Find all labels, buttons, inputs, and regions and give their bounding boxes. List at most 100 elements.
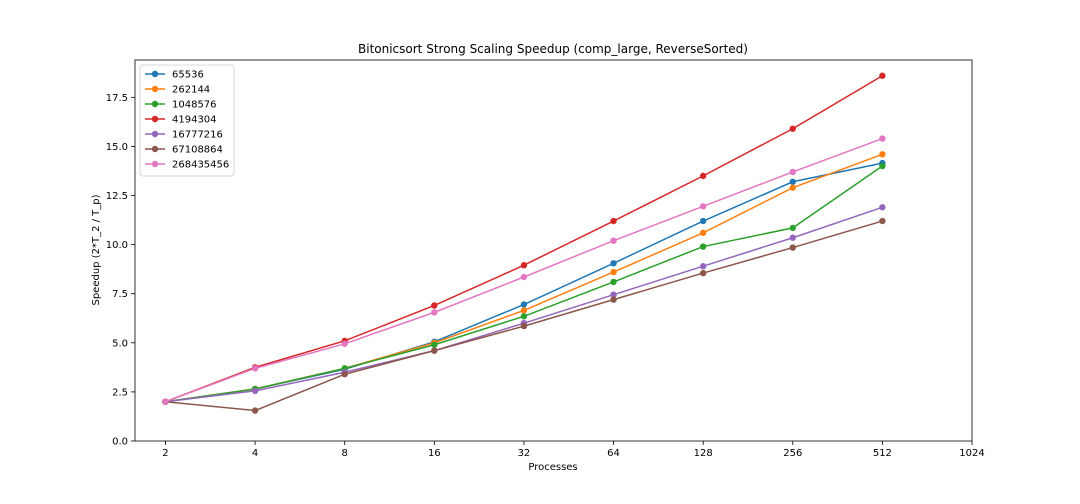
legend-label: 16777216 bbox=[172, 130, 223, 141]
data-point bbox=[610, 237, 617, 244]
x-tick-label: 4 bbox=[252, 448, 258, 459]
chart-title: Bitonicsort Strong Scaling Speedup (comp… bbox=[358, 42, 748, 56]
series-1048576 bbox=[162, 162, 886, 405]
data-point bbox=[789, 184, 796, 191]
x-tick-label: 16 bbox=[428, 448, 441, 459]
legend-item: 16777216 bbox=[145, 130, 223, 141]
data-point bbox=[879, 217, 886, 225]
legend-item: 67108864 bbox=[145, 145, 223, 156]
legend-marker bbox=[151, 70, 159, 78]
data-point bbox=[699, 217, 707, 225]
x-tick-label: 1024 bbox=[959, 448, 984, 459]
series-268435456 bbox=[162, 135, 886, 405]
data-point bbox=[699, 269, 707, 277]
data-point bbox=[610, 260, 617, 267]
legend-item: 4194304 bbox=[145, 115, 217, 126]
series-line bbox=[165, 165, 883, 403]
y-tick-label: 12.5 bbox=[106, 191, 128, 202]
series-line bbox=[165, 75, 883, 403]
legend-label: 67108864 bbox=[172, 145, 223, 156]
data-point bbox=[520, 313, 528, 320]
series-67108864 bbox=[162, 217, 886, 414]
y-tick-label: 2.5 bbox=[112, 387, 128, 398]
data-point bbox=[879, 204, 886, 211]
plot-frame bbox=[134, 59, 973, 442]
data-point bbox=[699, 263, 707, 270]
data-point bbox=[520, 322, 528, 330]
data-point bbox=[431, 302, 438, 309]
data-point bbox=[789, 125, 796, 132]
data-point bbox=[251, 365, 259, 372]
legend-marker bbox=[151, 145, 159, 153]
data-point bbox=[610, 296, 617, 303]
data-point bbox=[699, 203, 707, 210]
data-point bbox=[789, 224, 796, 232]
data-point bbox=[610, 278, 617, 286]
legend-item: 1048576 bbox=[145, 100, 217, 111]
x-tick-label: 8 bbox=[342, 448, 348, 459]
x-tick-label: 32 bbox=[518, 448, 531, 459]
data-point bbox=[431, 347, 438, 354]
y-tick-label: 17.5 bbox=[106, 93, 128, 104]
data-point bbox=[520, 307, 528, 314]
legend-label: 65536 bbox=[172, 70, 204, 81]
data-point bbox=[251, 407, 259, 414]
data-point bbox=[520, 262, 528, 269]
data-point bbox=[879, 72, 886, 79]
data-point bbox=[699, 229, 707, 237]
y-axis: 0.0 2.5 5.0 7.5 10.0 12.5 15.0 17.5 bbox=[106, 93, 135, 448]
data-point bbox=[431, 341, 438, 348]
legend-label: 1048576 bbox=[172, 100, 217, 111]
legend-item: 65536 bbox=[145, 70, 204, 81]
data-point bbox=[879, 151, 886, 158]
x-axis: 2 4 8 16 32 64 128 256 512 1024 bbox=[162, 441, 985, 459]
legend-marker bbox=[151, 130, 159, 138]
legend-marker bbox=[151, 115, 159, 123]
data-point bbox=[789, 168, 796, 176]
data-point bbox=[520, 301, 528, 308]
x-tick-label: 512 bbox=[873, 448, 892, 459]
data-point bbox=[699, 243, 707, 250]
x-tick-label: 2 bbox=[162, 448, 168, 459]
data-point bbox=[879, 135, 886, 142]
y-tick-label: 5.0 bbox=[112, 338, 128, 349]
legend: 65536 262144 1048576 4194304 16777216 6710886… bbox=[139, 64, 235, 177]
x-tick-label: 128 bbox=[694, 448, 713, 459]
legend-marker bbox=[151, 160, 159, 168]
data-point bbox=[789, 234, 796, 241]
series-line bbox=[165, 162, 883, 403]
data-point bbox=[520, 273, 528, 281]
y-tick-label: 0.0 bbox=[112, 437, 128, 448]
data-point bbox=[610, 217, 617, 225]
legend-label: 262144 bbox=[172, 85, 210, 96]
series-4194304 bbox=[162, 72, 886, 405]
plot-area bbox=[134, 59, 973, 442]
data-point bbox=[699, 172, 707, 180]
x-tick-label: 64 bbox=[607, 448, 620, 459]
y-tick-label: 15.0 bbox=[106, 142, 128, 153]
legend-item: 262144 bbox=[145, 85, 210, 96]
y-axis-label: Speedup (2*T_2 / T_p) bbox=[91, 194, 102, 305]
series-layer bbox=[162, 72, 886, 414]
data-point bbox=[610, 291, 617, 298]
series-65536 bbox=[162, 159, 886, 405]
y-tick-label: 10.0 bbox=[106, 240, 128, 251]
data-point bbox=[341, 340, 348, 347]
data-point bbox=[789, 178, 796, 185]
legend-label: 268435456 bbox=[172, 160, 229, 171]
legend-label: 4194304 bbox=[172, 115, 217, 126]
data-point bbox=[162, 398, 169, 405]
data-point bbox=[789, 244, 796, 251]
data-point bbox=[879, 162, 886, 170]
y-tick-label: 7.5 bbox=[112, 289, 128, 300]
legend-item: 268435456 bbox=[145, 160, 229, 171]
data-point bbox=[610, 268, 617, 276]
data-point bbox=[251, 387, 259, 395]
legend-marker bbox=[151, 85, 159, 93]
data-point bbox=[341, 371, 348, 378]
x-tick-label: 256 bbox=[783, 448, 802, 459]
x-axis-label: Processes bbox=[528, 462, 577, 473]
legend-marker bbox=[151, 100, 159, 108]
data-point bbox=[431, 309, 438, 316]
